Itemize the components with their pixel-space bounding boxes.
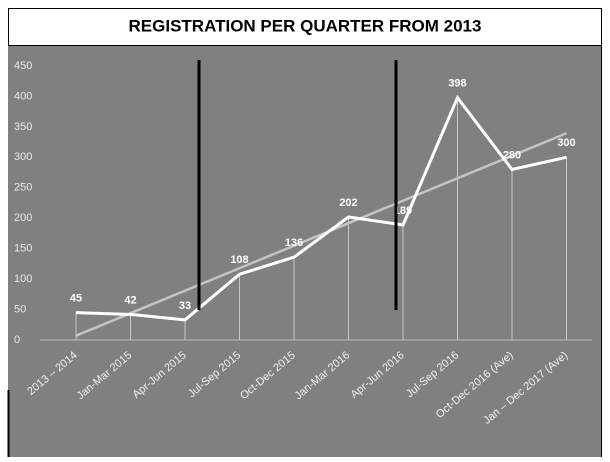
data-label: 42 (124, 294, 136, 306)
data-label: 136 (285, 237, 303, 249)
chart-title: REGISTRATION PER QUARTER FROM 2013 (129, 16, 482, 35)
y-tick-label: 450 (14, 60, 32, 72)
y-tick-label: 350 (14, 121, 32, 133)
y-tick-label: 200 (14, 212, 32, 224)
title-box (8, 8, 602, 46)
data-label: 33 (179, 300, 191, 312)
data-label: 45 (70, 293, 82, 305)
data-label: 189 (394, 205, 412, 217)
data-label: 300 (557, 137, 575, 149)
y-tick-label: 150 (14, 243, 32, 255)
y-tick-label: 400 (14, 90, 32, 102)
data-label: 202 (339, 197, 357, 209)
y-tick-label: 50 (14, 303, 26, 315)
data-label: 108 (230, 254, 248, 266)
y-tick-label: 300 (14, 151, 32, 163)
y-tick-label: 0 (14, 334, 20, 346)
data-label: 280 (503, 149, 521, 161)
data-line (75, 94, 567, 322)
trendline (75, 132, 567, 337)
y-tick-label: 250 (14, 182, 32, 194)
plot-background (8, 45, 602, 457)
data-label: 398 (448, 78, 466, 90)
y-tick-label: 100 (14, 273, 32, 285)
